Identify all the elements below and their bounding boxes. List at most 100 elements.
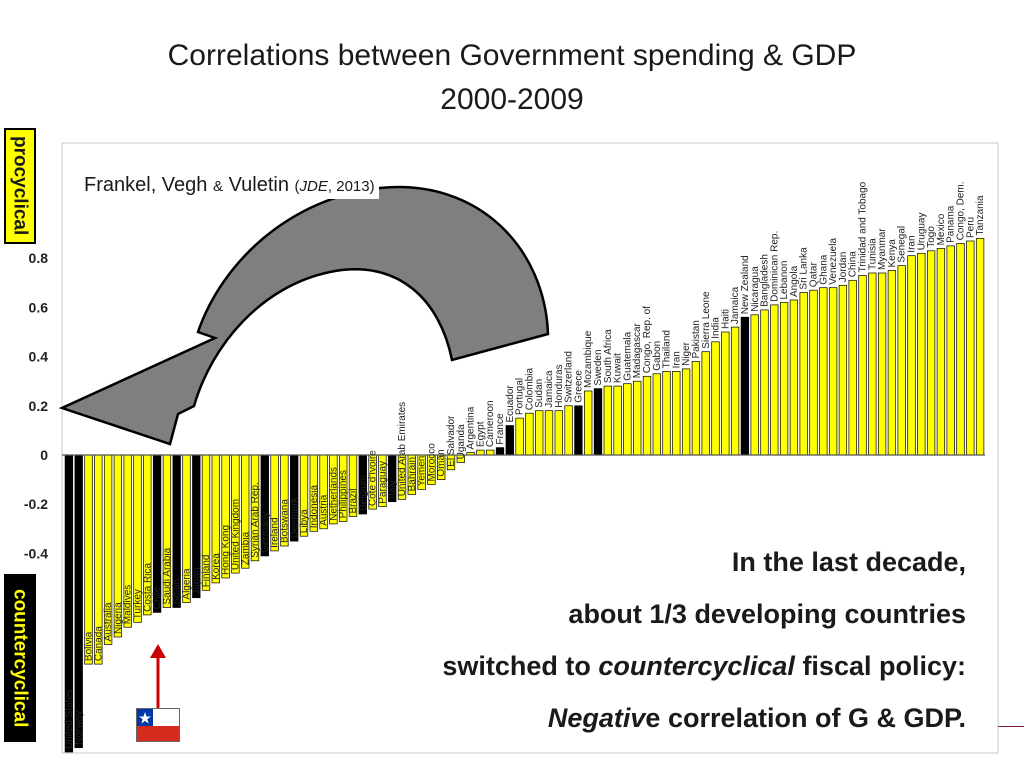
- country-label: Cameroon: [485, 400, 496, 447]
- country-label: Denmark: [289, 497, 300, 539]
- bar: [721, 331, 730, 456]
- country-label: France: [495, 413, 506, 445]
- y-tick-label: -0.2: [24, 496, 48, 512]
- country-label: Madagascar: [632, 323, 643, 379]
- source-amp: &: [212, 178, 223, 195]
- bar: [554, 410, 563, 456]
- pointer-arrow-icon: [150, 644, 166, 708]
- y-tick-label: 0.6: [29, 299, 49, 315]
- country-label: Paraguay: [377, 461, 388, 504]
- bar: [564, 405, 573, 456]
- source-coauthor: Vuletin: [228, 174, 289, 196]
- bars: [64, 238, 985, 753]
- bar: [750, 314, 759, 456]
- bar: [691, 361, 701, 456]
- bar: [809, 289, 818, 456]
- country-label: Australia: [103, 602, 114, 641]
- country-label: Sierra Leone: [701, 291, 712, 349]
- y-tick-label: 0.4: [29, 349, 49, 365]
- country-label: Canada: [93, 626, 104, 661]
- country-label: Brazil: [348, 488, 359, 513]
- callout-text: In the last decade, about 1/3 developing…: [226, 536, 966, 744]
- country-label: Spain: [172, 579, 183, 605]
- country-label: Costa Rica: [142, 563, 153, 612]
- country-label: Philippines: [338, 470, 349, 518]
- bar: [672, 371, 681, 456]
- countercyclical-label: countercyclical: [4, 574, 36, 742]
- source-open: (: [294, 178, 300, 195]
- y-tick-label: 0: [40, 447, 48, 463]
- bar: [623, 383, 632, 456]
- country-label: Lebanon: [779, 261, 790, 300]
- bar: [936, 248, 946, 456]
- callout-line-4-em: Negativ: [547, 703, 646, 733]
- country-label: Algeria: [182, 568, 193, 600]
- bar: [662, 371, 671, 456]
- country-label: Turkey: [133, 589, 144, 619]
- country-label: Mexico: [936, 213, 947, 245]
- source-close: ): [369, 178, 375, 195]
- source-year: , 2013: [327, 178, 370, 195]
- bar: [848, 279, 857, 456]
- country-label: Jamaica: [544, 370, 555, 408]
- country-label: Venezuela: [828, 238, 839, 285]
- bar: [946, 245, 955, 456]
- bar: [779, 302, 789, 456]
- country-label: Niger: [681, 341, 692, 366]
- source-journal: JDE: [299, 178, 328, 195]
- country-label: Mozambique: [583, 330, 594, 388]
- country-label: Iran: [907, 235, 918, 252]
- bar: [789, 299, 799, 456]
- bar: [887, 270, 897, 456]
- country-label: Honduras: [554, 364, 565, 407]
- bar: [701, 351, 710, 456]
- country-label: Uruguay: [916, 212, 927, 250]
- bar: [838, 284, 848, 456]
- bar: [897, 265, 906, 456]
- country-label: United Kingdom: [231, 499, 242, 570]
- callout-line-4-post: e correlation of G & GDP.: [645, 703, 966, 733]
- country-label: Myanmar: [877, 228, 888, 270]
- bar: [74, 454, 83, 749]
- country-label: Sudan: [534, 379, 545, 408]
- bar: [593, 388, 603, 456]
- bar: [770, 304, 779, 456]
- bar: [584, 390, 593, 456]
- country-label: Hong Kong: [221, 525, 232, 575]
- bar: [799, 292, 808, 456]
- country-label: Qatar: [809, 262, 820, 288]
- country-label: Kenya: [887, 239, 898, 268]
- bar: [877, 272, 887, 456]
- country-label: Austria: [319, 494, 330, 526]
- country-label: Bahrain: [407, 457, 418, 491]
- country-label: Uganda: [456, 424, 467, 459]
- source-citation: Frankel, Vegh & Vuletin (JDE, 2013): [80, 172, 379, 199]
- country-label: Nigeria: [113, 602, 124, 634]
- country-label: Ireland: [270, 517, 281, 548]
- footer-rule: [998, 726, 1024, 727]
- chile-flag-icon: [136, 708, 180, 742]
- bar: [681, 368, 691, 456]
- country-label: Germany: [260, 512, 271, 553]
- country-label: Cote d'Ivoire: [368, 450, 379, 506]
- country-label: Norway: [74, 711, 85, 745]
- bar: [505, 425, 514, 456]
- bar: [858, 275, 867, 456]
- country-label: Jordan: [838, 252, 849, 283]
- country-label: Haiti: [720, 309, 731, 329]
- country-label: Togo: [926, 226, 937, 248]
- country-label: Guatemala: [622, 331, 633, 380]
- bar: [828, 287, 838, 456]
- country-label: Portugal: [515, 378, 526, 415]
- country-label: Senegal: [897, 226, 908, 263]
- title-line-1: Correlations between Government spending…: [167, 39, 857, 72]
- country-label: Gabon: [652, 341, 663, 371]
- bar: [760, 309, 769, 456]
- country-label: Trinidad and Tobago: [858, 181, 869, 272]
- country-label: New Zealand: [740, 255, 751, 314]
- bar: [956, 243, 965, 456]
- country-label: Chile: [152, 586, 163, 609]
- country-label: Panama: [946, 205, 957, 243]
- bar: [868, 272, 877, 456]
- bar: [740, 316, 750, 456]
